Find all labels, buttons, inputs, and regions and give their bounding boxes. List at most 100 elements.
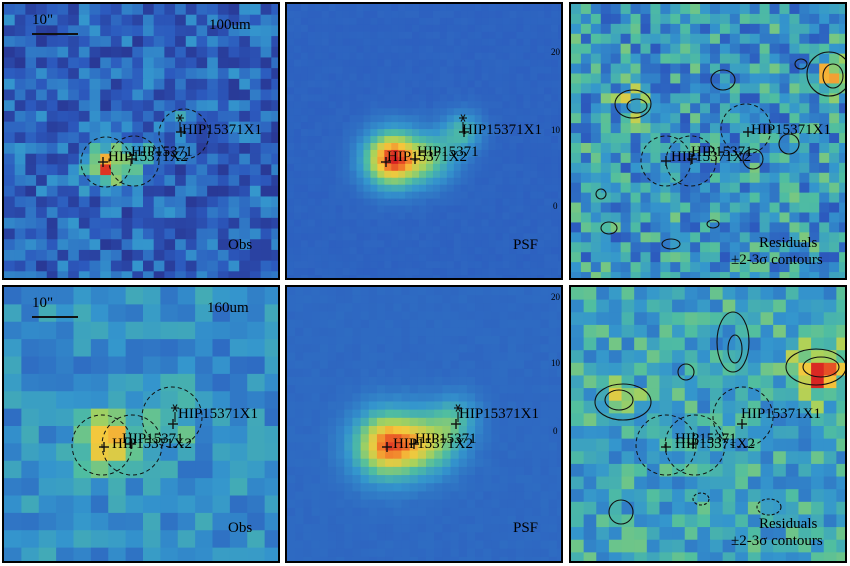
map-pixel [271,110,278,123]
map-pixel [90,460,109,479]
map-pixel [769,133,781,144]
map-pixel [532,393,542,403]
map-pixel [509,219,517,227]
map-pixel [385,368,394,378]
map-pixel [175,14,187,26]
map-pixel [739,152,751,164]
map-pixel [164,196,176,208]
map-pixel [143,57,155,69]
map-pixel [773,514,787,528]
map-pixel [483,287,493,296]
map-pixel [650,262,661,273]
map-pixel [670,13,681,25]
map-pixel [660,113,671,124]
map-pixel [823,463,837,478]
map-pixel [164,100,176,112]
map-pixel [409,401,419,411]
map-pixel [239,14,251,26]
map-pixel [125,495,144,514]
map-pixel [21,408,40,427]
aperture-circle [71,414,133,476]
map-pixel [499,311,509,321]
map-pixel [739,133,751,144]
map-pixel [537,59,545,68]
map-pixel [684,514,698,528]
map-pixel [229,460,248,479]
map-pixel [239,228,251,240]
map-pixel [287,548,296,558]
map-pixel [710,501,724,516]
map-pixel [295,507,304,517]
map-pixel [735,312,749,326]
map-pixel [439,275,448,278]
map-pixel [507,368,517,378]
map-pixel [356,38,365,47]
map-pixel [749,222,761,233]
map-pixel [779,4,791,15]
map-pixel [417,303,427,313]
map-pixel [370,268,378,276]
map-pixel [335,80,344,88]
map-pixel [426,275,434,278]
map-pixel [620,133,632,144]
map-pixel [779,272,791,278]
map-pixel [300,275,309,278]
map-pixel [502,198,510,207]
map-pixel [287,170,295,179]
map-pixel [344,540,354,550]
map-pixel [621,299,635,313]
map-pixel [789,242,800,253]
map-pixel [68,46,80,59]
map-pixel [789,162,800,174]
map-pixel [502,108,510,116]
map-pixel [405,38,413,47]
map-pixel [377,87,385,95]
map-pixel [442,344,452,354]
map-pixel [311,360,321,370]
map-pixel [773,362,787,377]
map-pixel [823,324,837,339]
map-pixel [57,57,69,69]
map-pixel [467,184,476,193]
map-pixel [530,59,538,68]
map-pixel [314,45,323,54]
map-pixel [260,121,272,133]
map-pixel [143,287,161,305]
map-pixel [507,344,517,354]
map-pixel [260,153,272,165]
map-pixel [608,463,623,478]
map-pixel [467,156,476,165]
map-pixel [488,4,497,12]
map-pixel [398,122,406,130]
map-pixel [175,164,187,176]
map-pixel [177,547,196,561]
map-pixel [450,385,460,394]
map-pixel [360,319,370,329]
map-pixel [426,149,434,158]
map-pixel [100,153,112,165]
map-pixel [442,327,452,337]
map-pixel [300,212,309,221]
map-pixel [530,198,538,207]
map-pixel [610,133,622,144]
map-pixel [474,94,483,102]
map-pixel [264,321,278,340]
map-pixel [789,4,800,15]
map-pixel [342,156,351,165]
map-pixel [260,110,272,123]
map-pixel [342,73,351,82]
map-pixel [729,83,741,94]
map-pixel [495,212,504,221]
map-pixel [759,182,771,194]
map-pixel [460,226,469,234]
map-pixel [499,442,509,452]
map-pixel [328,191,337,200]
map-pixel [100,249,112,262]
map-pixel [89,260,101,272]
map-pixel [502,261,510,269]
map-pixel [630,143,642,154]
map-pixel [450,548,460,558]
map-pixel [307,247,316,255]
map-pixel [143,530,161,549]
map-pixel [475,483,484,493]
